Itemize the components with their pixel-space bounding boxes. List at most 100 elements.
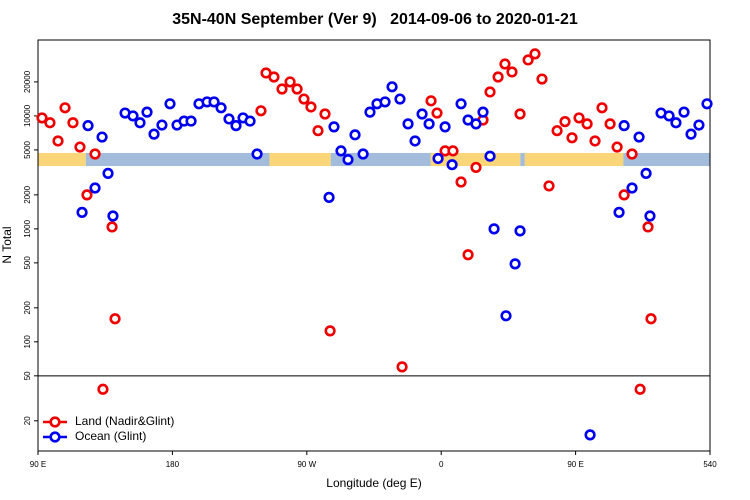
data-point <box>52 135 64 147</box>
data-point <box>618 189 630 201</box>
data-point <box>319 108 331 120</box>
data-point <box>626 148 638 160</box>
data-point <box>81 189 93 201</box>
y-tick-label: 5000 <box>23 140 32 158</box>
legend-marker <box>49 431 61 443</box>
data-point <box>462 249 474 261</box>
data-point <box>559 116 571 128</box>
surface-band <box>623 152 710 167</box>
data-point <box>268 71 280 83</box>
data-point <box>484 86 496 98</box>
data-point <box>379 96 391 108</box>
data-point <box>284 76 296 88</box>
x-tick-label: 90 E <box>30 460 46 469</box>
data-point <box>76 206 88 218</box>
data-point <box>416 108 428 120</box>
y-tick-label: 20 <box>23 416 32 425</box>
data-point <box>633 131 645 143</box>
data-point <box>328 121 340 133</box>
data-point <box>506 66 518 78</box>
data-point <box>164 98 176 110</box>
y-tick-label: 10000 <box>23 104 32 127</box>
surface-band <box>330 152 431 167</box>
data-point <box>446 159 458 171</box>
data-point <box>386 81 398 93</box>
data-point <box>324 325 336 337</box>
data-point <box>439 121 451 133</box>
data-point <box>589 135 601 147</box>
data-point <box>640 167 652 179</box>
surface-band <box>269 152 331 167</box>
data-point <box>596 102 608 114</box>
data-point <box>455 98 467 110</box>
data-point <box>89 182 101 194</box>
data-point <box>82 120 94 132</box>
data-point <box>634 383 646 395</box>
data-point <box>551 125 563 137</box>
data-point <box>447 145 459 157</box>
plot-frame <box>37 39 711 452</box>
y-tick-label: 200 <box>23 301 32 315</box>
data-point <box>423 118 435 130</box>
data-point <box>342 154 354 166</box>
y-tick-label: 20000 <box>23 70 32 93</box>
data-point <box>185 115 197 127</box>
data-point <box>626 182 638 194</box>
data-point <box>431 107 443 119</box>
data-point <box>291 83 303 95</box>
data-point <box>402 118 414 130</box>
x-tick-label: 90 W <box>297 460 316 469</box>
y-tick-label: 100 <box>23 335 32 349</box>
data-point <box>500 310 512 322</box>
legend-label: Land (Nadir&Glint) <box>75 414 174 428</box>
data-point <box>470 161 482 174</box>
data-point <box>298 93 310 105</box>
data-point <box>693 119 705 131</box>
data-point <box>685 128 697 140</box>
data-point <box>477 106 489 118</box>
data-point <box>581 118 593 130</box>
data-point <box>335 145 347 157</box>
data-point <box>484 150 496 162</box>
data-point <box>364 106 376 118</box>
data-point <box>323 191 335 203</box>
data-point <box>584 429 596 441</box>
data-point <box>106 221 118 233</box>
data-point <box>156 119 168 131</box>
data-point <box>514 225 526 237</box>
x-tick-label: 90 E <box>567 460 583 469</box>
surface-band <box>520 152 525 167</box>
data-point <box>499 58 511 70</box>
data-point <box>663 110 675 122</box>
surface-band <box>524 152 624 167</box>
data-point <box>97 383 109 395</box>
data-point <box>134 117 146 129</box>
data-point <box>305 101 317 113</box>
data-point <box>67 117 79 129</box>
data-point <box>455 176 467 188</box>
data-point <box>566 132 578 144</box>
x-tick-label: 0 <box>439 460 444 469</box>
data-point <box>230 120 242 132</box>
data-point <box>611 141 623 153</box>
data-point <box>543 180 555 192</box>
data-point <box>44 117 56 129</box>
data-point <box>604 118 616 130</box>
data-point <box>74 141 86 153</box>
data-point <box>59 102 71 114</box>
data-point <box>107 210 119 222</box>
legend-marker <box>49 416 61 428</box>
legend-label: Ocean (Glint) <box>75 429 146 443</box>
data-point <box>89 148 101 160</box>
data-point <box>394 93 406 105</box>
data-point <box>357 148 369 160</box>
data-point <box>509 258 521 270</box>
data-point <box>36 112 48 124</box>
data-point <box>492 71 504 83</box>
data-point <box>349 129 361 141</box>
data-point <box>522 54 534 66</box>
data-point <box>514 108 526 120</box>
data-point <box>644 210 656 222</box>
data-point <box>613 206 625 218</box>
